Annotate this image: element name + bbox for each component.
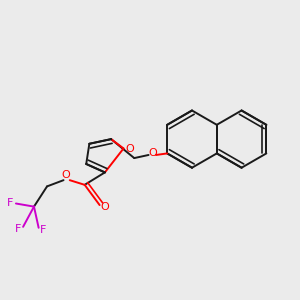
Text: O: O [61, 169, 70, 180]
Text: F: F [40, 225, 46, 235]
Text: O: O [148, 148, 157, 158]
Text: O: O [125, 144, 134, 154]
Text: F: F [15, 224, 21, 234]
Text: F: F [7, 198, 14, 208]
Text: O: O [101, 202, 110, 212]
